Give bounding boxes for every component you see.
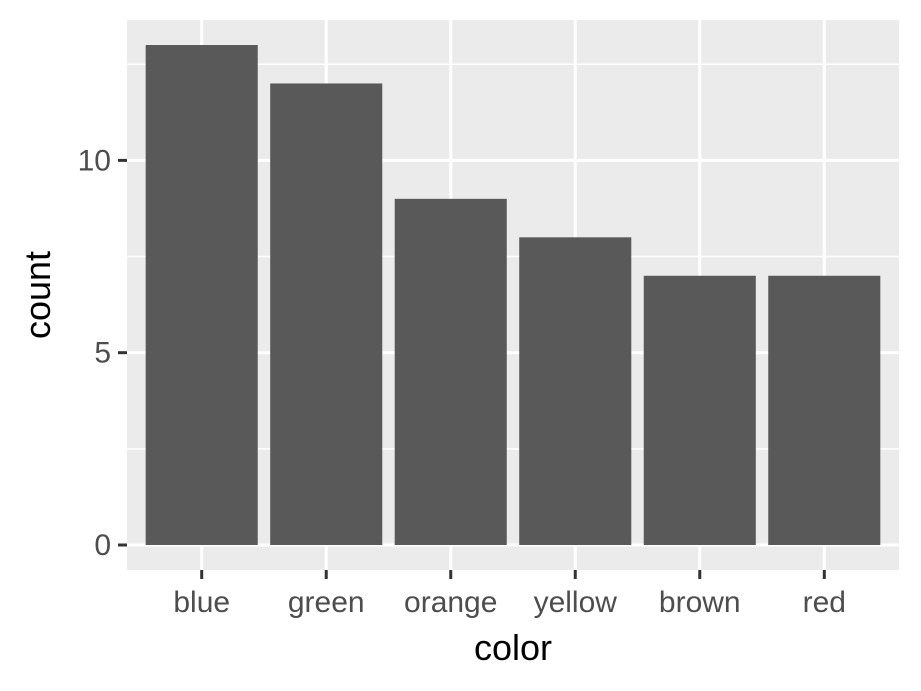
x-tick-label: orange	[404, 586, 497, 619]
bar-blue	[145, 45, 258, 545]
x-tick-label: blue	[173, 586, 230, 619]
x-tick-label: yellow	[534, 586, 618, 619]
bar-red	[768, 275, 881, 545]
bar-brown	[643, 275, 756, 545]
y-axis-title: count	[17, 251, 58, 339]
y-tick-label: 10	[78, 144, 111, 177]
x-axis: blue green orange yellow brown red	[173, 570, 846, 619]
x-tick-label: green	[288, 586, 365, 619]
y-axis: 0 5 10	[78, 144, 127, 562]
x-tick-label: brown	[659, 586, 741, 619]
x-tick-label: red	[803, 586, 846, 619]
bar-green	[270, 83, 383, 545]
bars	[145, 45, 881, 546]
bar-orange	[394, 198, 507, 545]
y-tick-label: 5	[94, 337, 111, 370]
x-axis-title: color	[474, 627, 552, 668]
bar-yellow	[519, 237, 632, 546]
y-tick-label: 0	[94, 529, 111, 562]
